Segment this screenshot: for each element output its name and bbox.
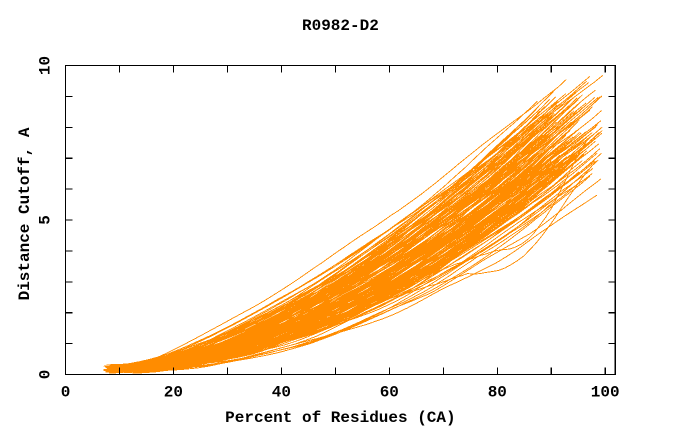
svg-text:80: 80 — [488, 384, 507, 402]
svg-text:0: 0 — [37, 370, 55, 380]
svg-text:R0982-D2: R0982-D2 — [302, 17, 379, 35]
svg-text:Percent of Residues (CA): Percent of Residues (CA) — [225, 409, 455, 427]
svg-text:40: 40 — [272, 384, 291, 402]
svg-text:100: 100 — [591, 384, 620, 402]
svg-text:60: 60 — [380, 384, 399, 402]
svg-text:0: 0 — [61, 384, 71, 402]
svg-text:20: 20 — [164, 384, 183, 402]
svg-text:10: 10 — [37, 56, 55, 75]
svg-text:Distance Cutoff, A: Distance Cutoff, A — [16, 127, 34, 300]
svg-text:5: 5 — [37, 215, 55, 225]
